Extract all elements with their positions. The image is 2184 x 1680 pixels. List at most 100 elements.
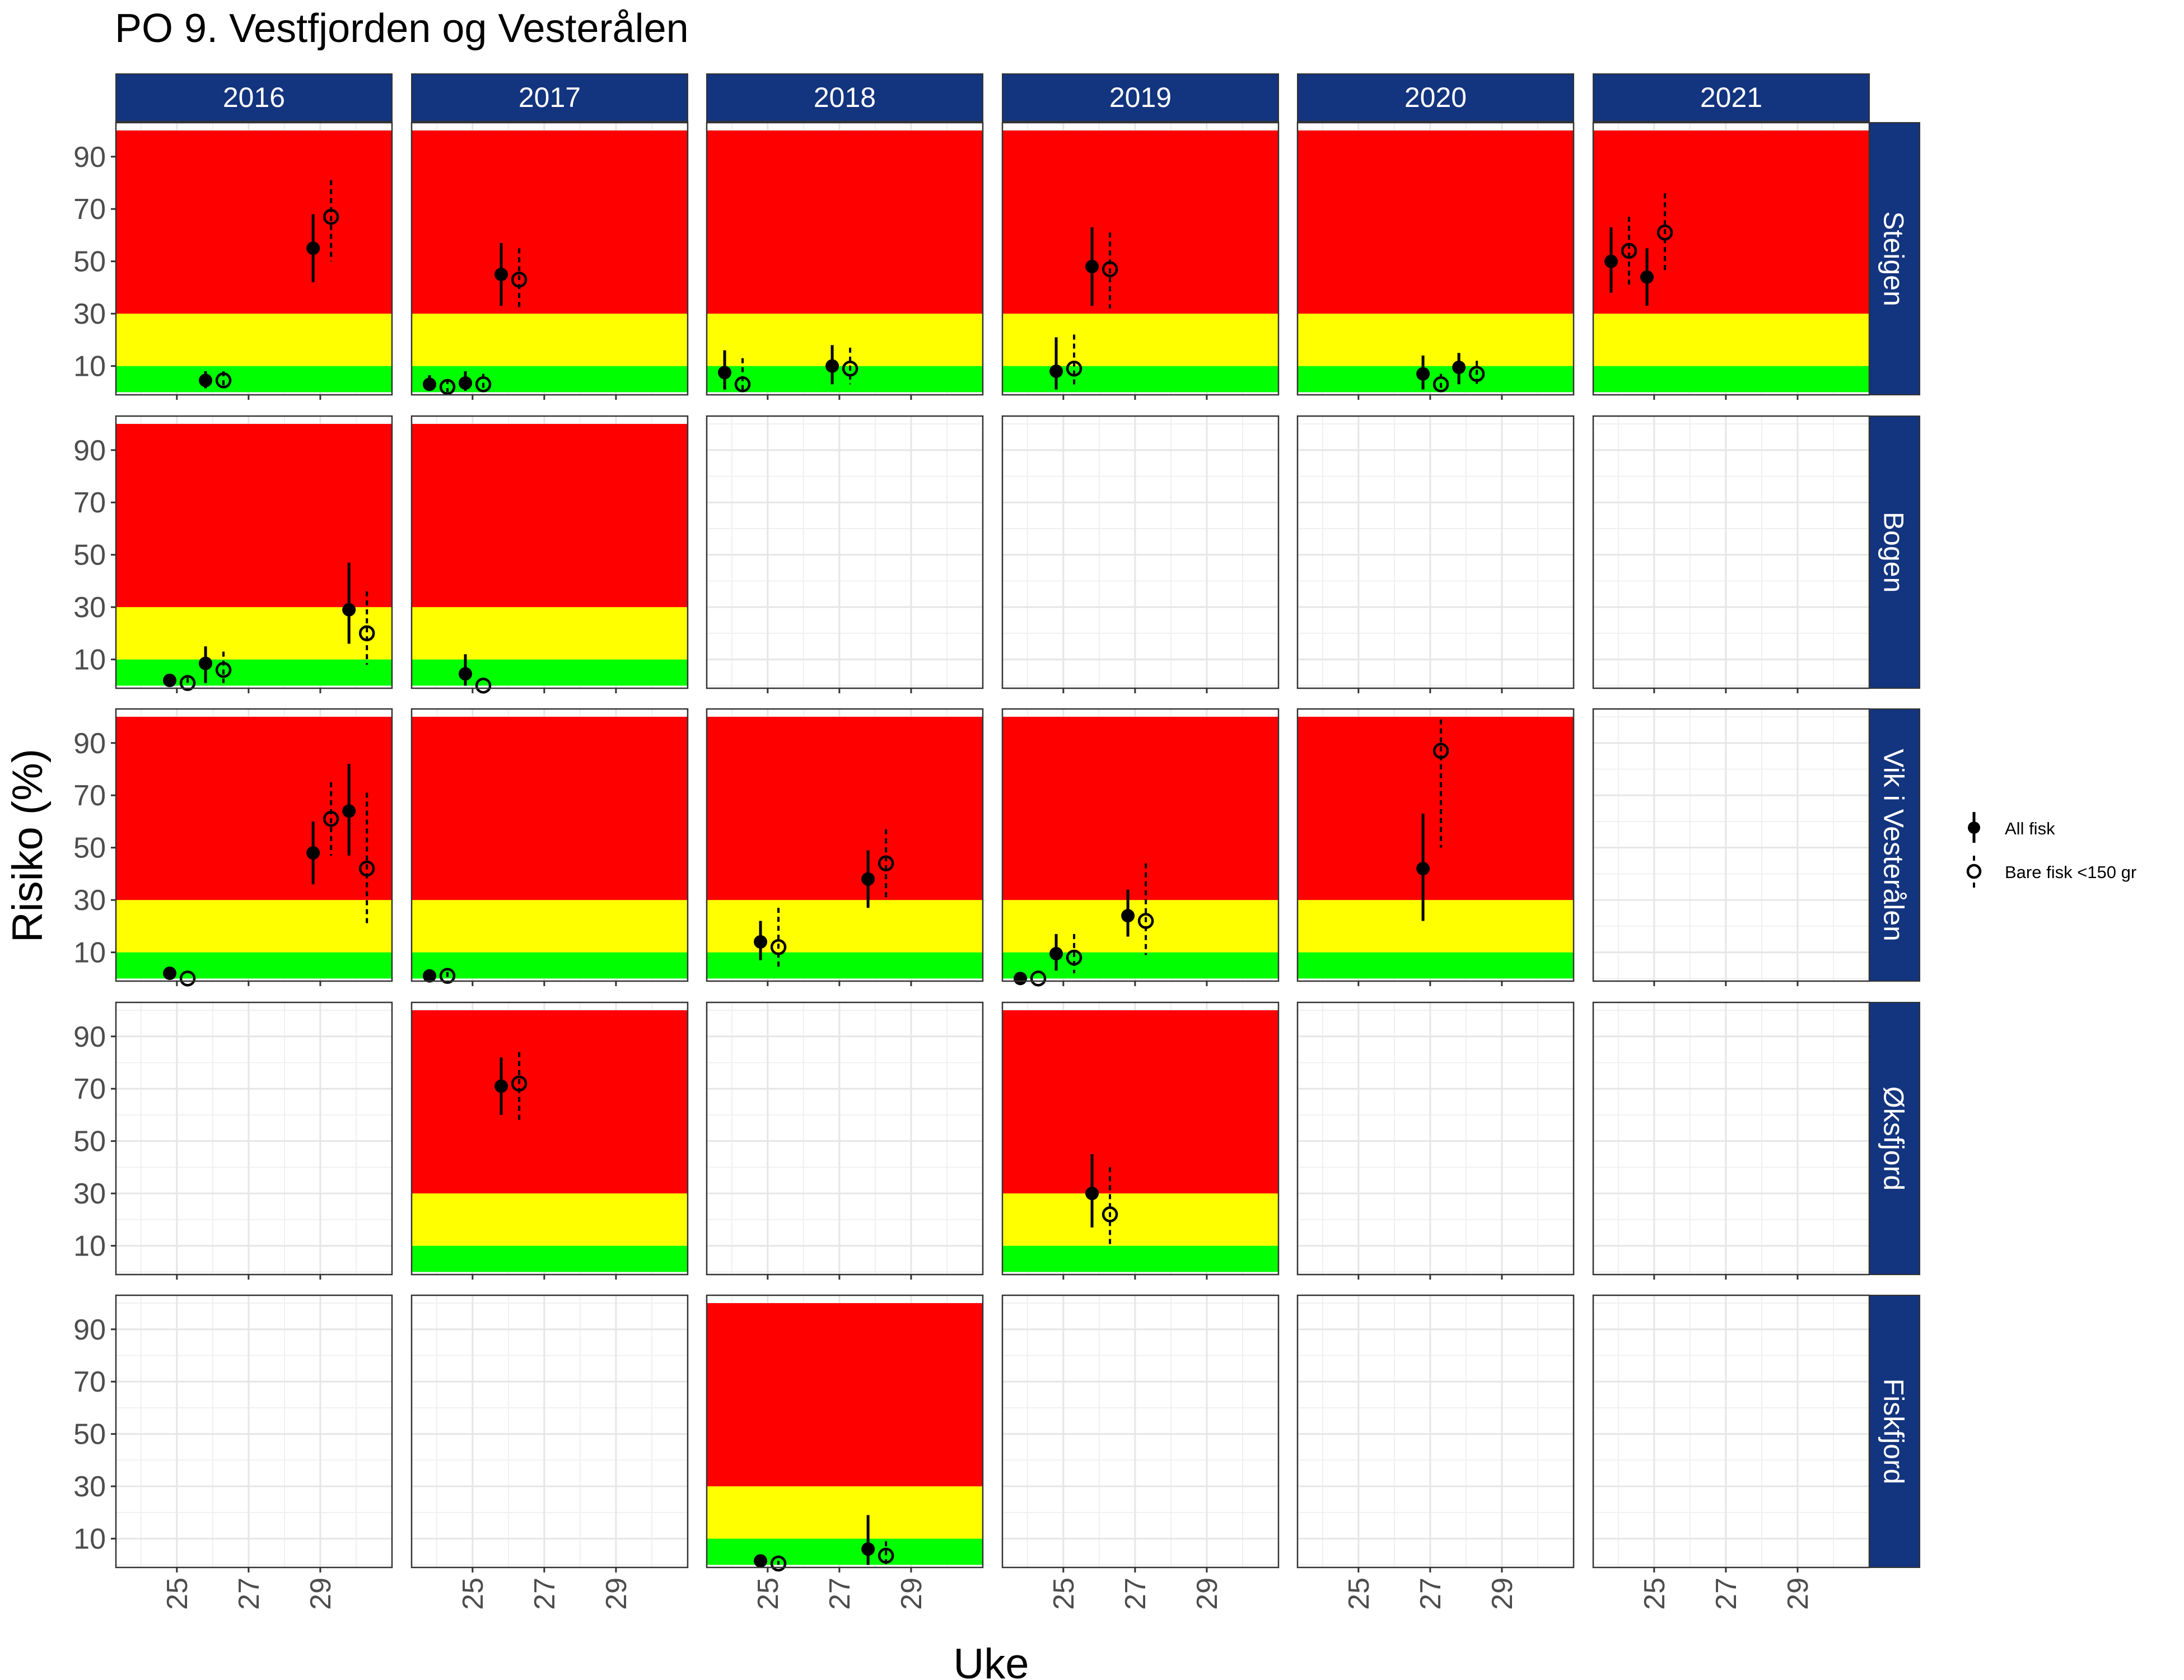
year-strip-label-2017: 2017 [519,82,581,113]
risk-band [1002,366,1278,393]
y-tick-label: 10 [73,351,106,383]
year-strip-2020 [1297,73,1574,122]
risk-band [116,314,392,366]
x-tick-label: 25 [161,1578,194,1610]
point-bare-fisk [1102,261,1118,277]
panel-border [1001,1294,1280,1569]
chart-title: PO 9. Vestfjorden og Vesterålen [115,6,689,51]
panel-fiskfjord-2016: 10 30 50 70 90 25 27 29 [73,1294,393,1610]
panel-vik-i-vester-len-2017 [410,708,689,986]
year-strip-label-2018: 2018 [814,82,876,113]
point-all-fisk [1049,364,1063,378]
risk-band [707,1303,983,1487]
panel-border [706,122,984,396]
point-bare-fisk [734,376,751,393]
risk-band [1002,717,1278,900]
panel-border [1296,708,1575,982]
panel-bogen-2020 [1296,415,1575,693]
y-tick-label: 10 [73,937,106,969]
location-strip-label-bogen: Bogen [1878,512,1910,593]
point-bare-fisk [1656,225,1673,241]
risk-band [707,314,983,366]
panel-border [1592,1294,1870,1569]
y-tick-label: 30 [73,298,106,330]
point-all-fisk [1014,972,1028,986]
y-tick-label: 30 [73,591,106,624]
panel--ksfjord-2019 [1001,1001,1280,1280]
point-all-fisk [754,1554,768,1568]
risk-band [1002,314,1278,366]
location-strip-label-vik-i-vester-len: Vik i Vesterålen [1878,749,1910,941]
risk-band [1298,900,1574,953]
risk-band [412,1010,688,1194]
risk-band [1593,314,1869,366]
point-bare-fisk [1468,366,1485,382]
point-bare-fisk [1137,913,1154,929]
risk-band [707,900,983,953]
point-bare-fisk [323,811,339,827]
point-all-fisk [163,673,177,687]
point-all-fisk [1452,360,1466,374]
panel-background [116,1295,392,1567]
panel-border [1296,1001,1575,1276]
x-tick-label: 25 [457,1578,489,1610]
panel-steigen-2019 [1001,122,1280,400]
panel-background [707,1002,983,1275]
y-tick-label: 50 [73,1418,106,1451]
panel-border [410,415,689,689]
panel-border [115,415,393,689]
y-tick-label: 50 [73,539,106,572]
point-bare-fisk [1432,376,1449,393]
point-all-fisk [459,376,473,390]
panel--ksfjord-2017 [410,1001,689,1280]
y-tick-label: 50 [73,832,106,865]
risk-band [1002,130,1278,314]
point-bare-fisk [215,372,232,389]
risk-band [412,1245,688,1272]
panel-background [1593,1295,1869,1567]
point-all-fisk [1121,909,1135,923]
y-tick-label: 70 [73,487,106,519]
x-tick-label: 27 [529,1578,561,1610]
panel-border [1001,1001,1280,1276]
point-all-fisk [423,969,437,983]
point-all-fisk [459,667,473,681]
panel-steigen-2020 [1296,122,1575,400]
year-strip-label-2016: 2016 [223,82,285,113]
risk-band [412,952,688,979]
panel--ksfjord-2020 [1296,1001,1575,1280]
panel-bogen-2021 [1592,415,1870,693]
panel-border [1296,1294,1575,1569]
panel-steigen-2017 [410,122,689,400]
panel-border [1001,415,1280,689]
location-strip-fiskfjord [1867,1295,1920,1568]
panel-bogen-2018 [706,415,984,693]
x-tick-label: 29 [1782,1578,1814,1610]
panel-fiskfjord-2021: 25 27 29 [1592,1294,1870,1610]
point-bare-fisk [1432,743,1449,759]
y-tick-label: 30 [73,884,106,917]
point-all-fisk [1640,270,1654,284]
point-all-fisk [199,374,213,388]
panel-bogen-2017 [410,415,689,694]
panel-background [1002,1295,1278,1567]
panel-background [1298,1295,1574,1567]
point-all-fisk [1416,367,1430,381]
risk-band [116,659,392,686]
point-bare-fisk [1066,361,1082,377]
risk-band [1298,130,1574,314]
panel-border [1592,122,1870,396]
risk-band [116,424,392,608]
risk-band [1002,1010,1278,1194]
panel-border [410,1001,689,1276]
point-all-fisk [306,846,320,860]
y-tick-label: 10 [73,1230,106,1263]
y-axis-title: Risiko (%) [4,749,52,942]
point-bare-fisk [511,272,528,288]
panel-fiskfjord-2017: 25 27 29 [410,1294,689,1610]
panel-border [1001,708,1280,982]
point-all-fisk [494,1079,508,1093]
panel-vik-i-vester-len-2016: 10 30 50 70 90 [73,708,393,987]
x-tick-label: 27 [1415,1578,1447,1610]
panel-border [1001,122,1280,396]
